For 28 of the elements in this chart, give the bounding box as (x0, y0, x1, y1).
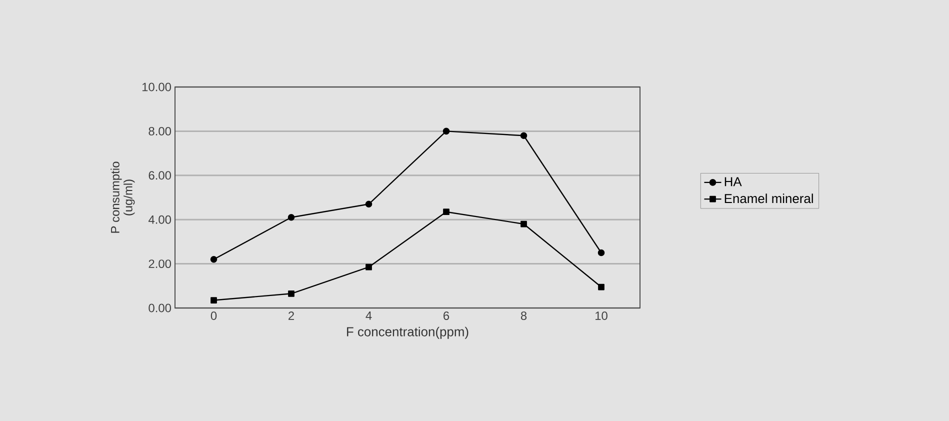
x-tick-label: 2 (288, 312, 294, 320)
y-axis-title: P consumptio (ug/ml) (110, 162, 135, 233)
point (365, 200, 372, 208)
point (442, 128, 450, 135)
x-tick-label: 10 (596, 312, 608, 320)
x-axis-title: F concentration(ppm) (347, 326, 468, 339)
point (288, 290, 294, 297)
y-tick-label: 2.00 (148, 260, 172, 268)
y-tick-label: 6.00 (148, 171, 172, 180)
point (210, 256, 218, 263)
legend-label: HA (724, 177, 742, 186)
point (288, 214, 295, 221)
y-tick-label: 4.00 (148, 215, 172, 224)
x-tick-label: 0 (210, 312, 217, 320)
y-tick-label: 10.00 (142, 82, 172, 92)
point (598, 249, 605, 256)
point (598, 284, 604, 290)
y-tick-label: 0.00 (148, 304, 172, 312)
x-tick-label: 6 (444, 312, 450, 320)
x-tick-label: 8 (520, 312, 527, 320)
point (520, 132, 528, 140)
legend-label: Enamel mineral (724, 194, 813, 204)
x-tick-label: 4 (366, 312, 372, 320)
point (443, 208, 450, 216)
point (366, 264, 372, 270)
point (520, 220, 527, 228)
y-tick-label: 8.00 (148, 126, 172, 136)
point (210, 297, 217, 304)
